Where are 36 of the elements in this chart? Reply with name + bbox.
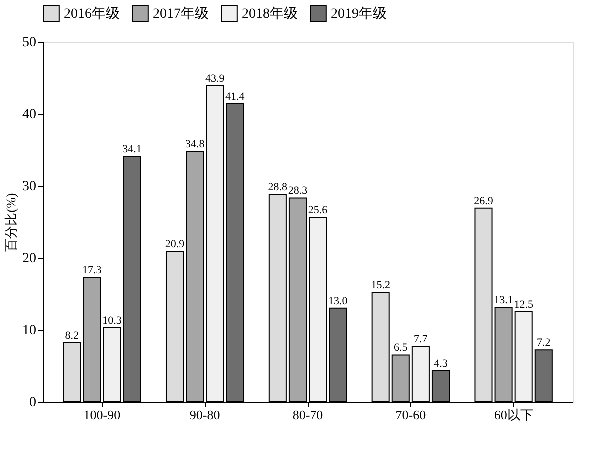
x-tick-label: 80-70 — [292, 408, 324, 422]
data-label: 28.8 — [268, 182, 288, 194]
legend-label: 2017年级 — [153, 6, 209, 22]
data-label: 4.3 — [434, 358, 448, 370]
data-label: 8.2 — [65, 330, 79, 342]
data-label: 7.2 — [537, 337, 551, 350]
legend-label: 2019年级 — [331, 6, 387, 22]
data-label: 13.1 — [494, 294, 514, 307]
x-tick-label: 60以下 — [494, 408, 534, 422]
y-axis-title: 百分比(%) — [4, 193, 18, 252]
legend-label: 2018年级 — [242, 6, 298, 22]
data-label: 6.5 — [394, 342, 408, 354]
y-tick-label: 20 — [22, 252, 36, 266]
data-label: 26.9 — [474, 195, 494, 208]
data-label: 17.3 — [82, 264, 102, 276]
data-label: 25.6 — [308, 204, 328, 217]
y-tick-label: 40 — [22, 108, 36, 122]
y-tick-label: 30 — [22, 180, 36, 194]
data-label: 13.0 — [328, 295, 348, 308]
data-label: 43.9 — [205, 72, 226, 85]
data-label: 20.9 — [165, 238, 186, 251]
data-label: 41.4 — [226, 90, 246, 103]
data-label: 12.5 — [514, 299, 534, 311]
y-tick-label: 10 — [22, 324, 36, 338]
y-tick-label: 50 — [22, 36, 36, 50]
data-label: 34.8 — [185, 138, 206, 150]
data-label: 28.3 — [288, 185, 308, 198]
x-tick-label: 90-80 — [190, 408, 220, 422]
data-label: 10.3 — [102, 314, 122, 327]
data-label: 34.1 — [122, 143, 142, 156]
legend-label: 2016年级 — [64, 6, 120, 22]
x-tick-label: 70-60 — [396, 408, 426, 422]
y-tick-label: 0 — [30, 396, 36, 410]
x-tick-label: 100-90 — [84, 408, 121, 422]
data-label: 7.7 — [414, 334, 428, 346]
data-label: 15.2 — [371, 280, 390, 292]
